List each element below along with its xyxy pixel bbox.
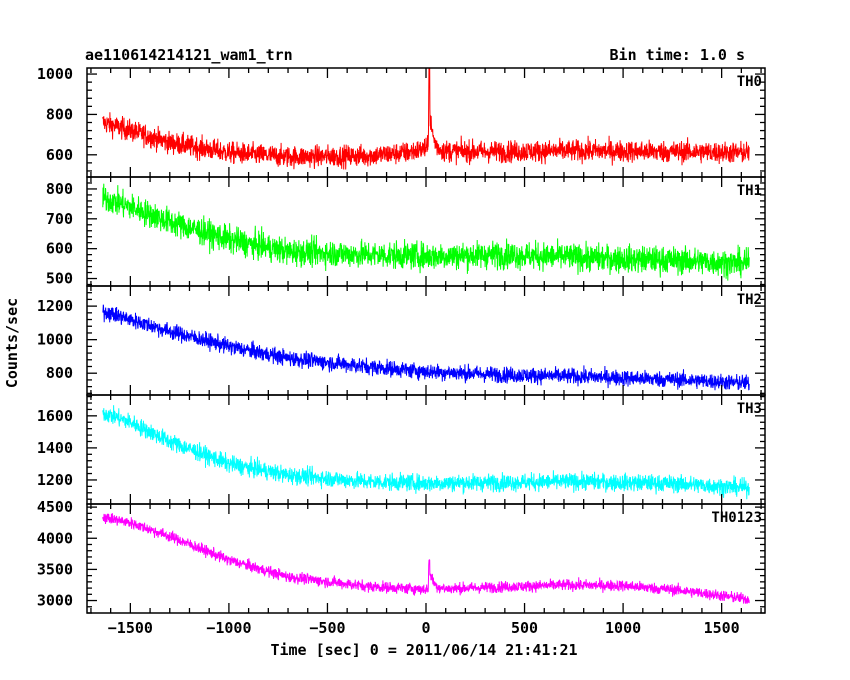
panel-th3: 1200 1400 1600 TH3 — [37, 394, 766, 505]
panel-th0: 600 800 1000 TH0 — [37, 65, 766, 178]
bin-time-label: Bin time: 1.0 s — [610, 46, 745, 64]
x-tick-label: 1500 — [704, 619, 740, 637]
y-tick-label: 3000 — [37, 592, 73, 610]
x-tick-label: 0 — [421, 619, 430, 637]
series-line-th0 — [102, 68, 750, 170]
x-tick-label: −1500 — [108, 619, 153, 637]
y-tick-label: 4500 — [37, 498, 73, 516]
panel-frame — [86, 503, 766, 614]
x-tick-label: −1000 — [206, 619, 251, 637]
y-tick-label: 4000 — [37, 529, 73, 547]
x-axis-label: Time [sec] 0 = 2011/06/14 21:41:21 — [270, 641, 577, 659]
y-tick-label: 3500 — [37, 560, 73, 578]
y-tick-label: 500 — [46, 270, 73, 288]
series-label: TH0 — [737, 74, 762, 90]
x-tick-label: 500 — [511, 619, 538, 637]
x-tick-labels: −1500 −1000 −500 0 500 1000 1500 — [108, 619, 740, 637]
panel-th0123: 3000 3500 4000 4500 TH0123 — [37, 498, 766, 614]
y-tick-label: 700 — [46, 210, 73, 228]
series-line-th3 — [102, 405, 750, 500]
series-label: TH3 — [737, 401, 762, 417]
y-tick-label: 800 — [46, 364, 73, 382]
y-axis-label: Counts/sec — [3, 298, 21, 388]
y-tick-label: 1400 — [37, 439, 73, 457]
figure-title: ae110614214121_wam1_trn — [85, 46, 293, 64]
y-tick-label: 1200 — [37, 471, 73, 489]
y-tick-label: 1600 — [37, 407, 73, 425]
y-tick-label: 800 — [46, 105, 73, 123]
series-label: TH2 — [737, 292, 762, 308]
series-line-th2 — [102, 304, 750, 391]
x-tick-label: −500 — [309, 619, 345, 637]
series-line-th1 — [102, 183, 750, 281]
y-tick-label: 1200 — [37, 297, 73, 315]
y-tick-label: 600 — [46, 240, 73, 258]
y-tick-label: 1000 — [37, 331, 73, 349]
series-line-th0123 — [102, 513, 750, 604]
panel-th1: 500 600 700 800 TH1 — [46, 176, 766, 288]
panel-th2: 800 1000 1200 TH2 — [37, 285, 766, 396]
series-label: TH1 — [737, 183, 762, 199]
y-tick-label: 800 — [46, 180, 73, 198]
y-tick-label: 600 — [46, 146, 73, 164]
series-label: TH0123 — [711, 510, 762, 526]
panels-group: 600 800 1000 TH0 500 600 700 800 TH1 800 1000 1200 T… — [37, 65, 766, 614]
x-tick-label: 1000 — [605, 619, 641, 637]
y-tick-label: 1000 — [37, 65, 73, 83]
